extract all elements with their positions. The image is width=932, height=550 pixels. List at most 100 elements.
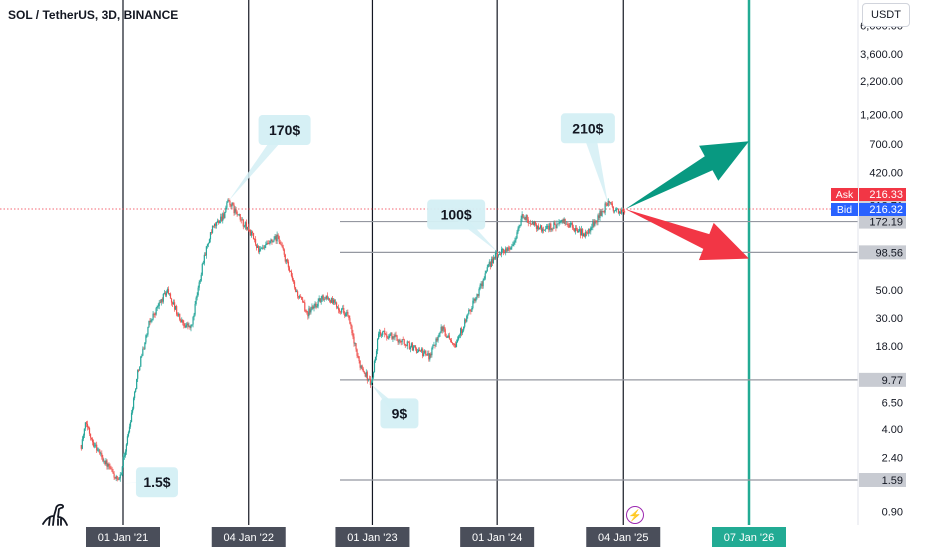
price-axis: 6,000.003,600.002,200.001,200.00700.0042…	[860, 21, 903, 519]
candle-body	[242, 219, 244, 227]
candle-body	[427, 353, 429, 356]
candle-body	[397, 340, 399, 343]
candle-body	[305, 310, 307, 312]
candle-body	[501, 249, 503, 255]
candle-body	[425, 350, 427, 355]
candle-body	[286, 259, 288, 262]
flash-icon[interactable]: ⚡	[626, 506, 644, 524]
candle-body	[112, 471, 114, 474]
candle-body	[341, 308, 343, 313]
candle-body	[153, 313, 155, 315]
candle-body	[578, 229, 581, 232]
candle-body	[184, 325, 186, 328]
candle-body	[241, 219, 243, 221]
candle-body	[424, 350, 426, 354]
y-tick-label: 30.00	[875, 313, 903, 325]
candle-body	[201, 263, 203, 275]
candle-body	[400, 340, 402, 343]
candle-body	[463, 326, 465, 331]
candle-body	[192, 317, 194, 325]
candle-body	[511, 245, 513, 248]
candle-body	[484, 273, 486, 279]
candle-body	[362, 368, 364, 372]
candle-body	[353, 336, 355, 344]
candle-body	[109, 466, 111, 469]
candle-body	[514, 240, 516, 243]
candle-body	[123, 455, 125, 457]
candle-body	[498, 253, 501, 255]
candle-body	[488, 261, 490, 265]
annotation-callout[interactable]: 1.5$	[121, 467, 178, 498]
candle-body	[210, 232, 213, 233]
candle-body	[221, 216, 223, 221]
candle-body	[429, 353, 431, 360]
candle-body	[460, 328, 462, 336]
candle-body	[363, 371, 365, 374]
candle-body	[593, 220, 595, 226]
dinosaur-logo-icon[interactable]	[40, 502, 72, 528]
candle-body	[531, 221, 533, 225]
candle-body	[211, 225, 214, 233]
candle-body	[160, 299, 162, 303]
candle-body	[616, 208, 619, 210]
candle-body	[572, 227, 574, 229]
candle-body	[567, 224, 569, 225]
candle-body	[251, 231, 254, 234]
candle-body	[512, 244, 514, 246]
candle-body	[383, 330, 385, 332]
candle-body	[513, 242, 515, 245]
candle-body	[279, 241, 281, 245]
candle-body	[563, 218, 565, 223]
candle-body	[297, 291, 299, 297]
candle-body	[478, 289, 480, 296]
candle-body	[96, 444, 98, 451]
down-arrow[interactable]	[625, 209, 749, 261]
annotation-callout[interactable]: 100$	[427, 199, 498, 252]
currency-button[interactable]: USDT	[862, 3, 910, 27]
candle-body	[93, 442, 95, 447]
candle-body	[398, 340, 400, 343]
candle-body	[170, 298, 173, 303]
candle-body	[392, 336, 394, 339]
bid-label: Bid 216.32	[831, 202, 906, 216]
candle-body	[520, 218, 522, 226]
svg-text:216.32: 216.32	[869, 204, 903, 216]
candle-body	[213, 223, 216, 227]
candle-body	[438, 333, 440, 337]
candle-body	[377, 333, 380, 339]
candle-body	[394, 334, 396, 338]
candle-body	[137, 370, 139, 379]
candle-body	[451, 342, 454, 344]
candle-body	[522, 214, 524, 218]
candle-body	[366, 372, 368, 381]
candle-body	[193, 314, 195, 318]
candle-body	[521, 214, 523, 219]
x-tick-label: 04 Jan '22	[211, 527, 286, 547]
candle-body	[420, 351, 422, 352]
candle-body	[485, 271, 487, 274]
candle-body	[433, 344, 435, 346]
candle-body	[421, 348, 423, 352]
candle-body	[622, 210, 625, 212]
y-tick-label: 420.00	[869, 167, 903, 179]
annotation-label: 9$	[392, 405, 408, 421]
annotation-label: 210$	[572, 120, 603, 136]
up-arrow[interactable]	[625, 141, 749, 210]
candle-body	[250, 231, 253, 236]
candle-body	[282, 247, 284, 250]
candle-body	[172, 302, 175, 304]
candle-body	[519, 225, 521, 227]
annotation-callout[interactable]: 210$	[560, 113, 615, 204]
annotation-callout[interactable]: 9$	[371, 384, 419, 429]
candle-body	[444, 329, 446, 337]
candle-body	[348, 315, 350, 319]
candle-body	[155, 308, 157, 315]
candle-body	[574, 228, 577, 232]
annotation-callout[interactable]: 170$	[228, 115, 311, 202]
y-tick-label: 6.50	[882, 397, 903, 409]
candle-body	[610, 202, 612, 204]
candle-body	[524, 217, 526, 221]
arrows	[625, 141, 749, 261]
candle-body	[234, 209, 236, 214]
